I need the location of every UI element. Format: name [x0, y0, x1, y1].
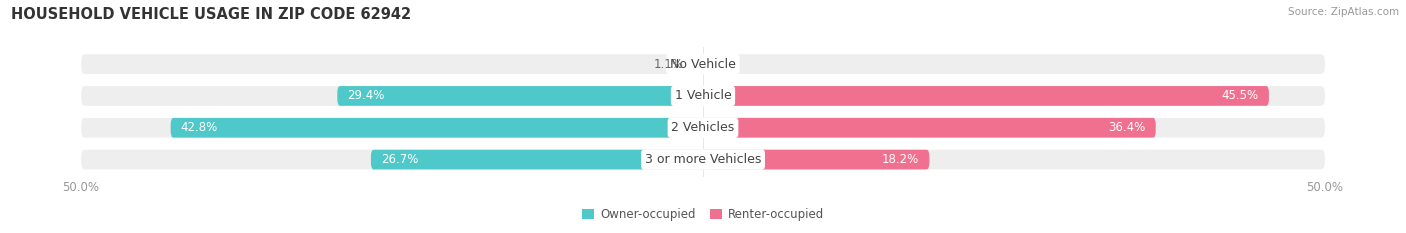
- FancyBboxPatch shape: [82, 118, 1324, 138]
- FancyBboxPatch shape: [82, 54, 1324, 74]
- Text: 26.7%: 26.7%: [381, 153, 418, 166]
- FancyBboxPatch shape: [371, 150, 703, 169]
- FancyBboxPatch shape: [82, 86, 1324, 106]
- Text: 18.2%: 18.2%: [882, 153, 920, 166]
- Text: 1.1%: 1.1%: [654, 58, 683, 71]
- Text: 2 Vehicles: 2 Vehicles: [672, 121, 734, 134]
- FancyBboxPatch shape: [703, 150, 929, 169]
- FancyBboxPatch shape: [337, 86, 703, 106]
- FancyBboxPatch shape: [703, 118, 1156, 138]
- FancyBboxPatch shape: [689, 54, 703, 74]
- FancyBboxPatch shape: [82, 150, 1324, 169]
- Text: 1 Vehicle: 1 Vehicle: [675, 89, 731, 103]
- FancyBboxPatch shape: [170, 118, 703, 138]
- Legend: Owner-occupied, Renter-occupied: Owner-occupied, Renter-occupied: [578, 204, 828, 226]
- Text: HOUSEHOLD VEHICLE USAGE IN ZIP CODE 62942: HOUSEHOLD VEHICLE USAGE IN ZIP CODE 6294…: [11, 7, 412, 22]
- Text: 42.8%: 42.8%: [180, 121, 218, 134]
- Text: Source: ZipAtlas.com: Source: ZipAtlas.com: [1288, 7, 1399, 17]
- Text: No Vehicle: No Vehicle: [671, 58, 735, 71]
- Text: 29.4%: 29.4%: [347, 89, 385, 103]
- Text: 36.4%: 36.4%: [1108, 121, 1146, 134]
- Text: 3 or more Vehicles: 3 or more Vehicles: [645, 153, 761, 166]
- Text: 45.5%: 45.5%: [1222, 89, 1258, 103]
- FancyBboxPatch shape: [703, 86, 1268, 106]
